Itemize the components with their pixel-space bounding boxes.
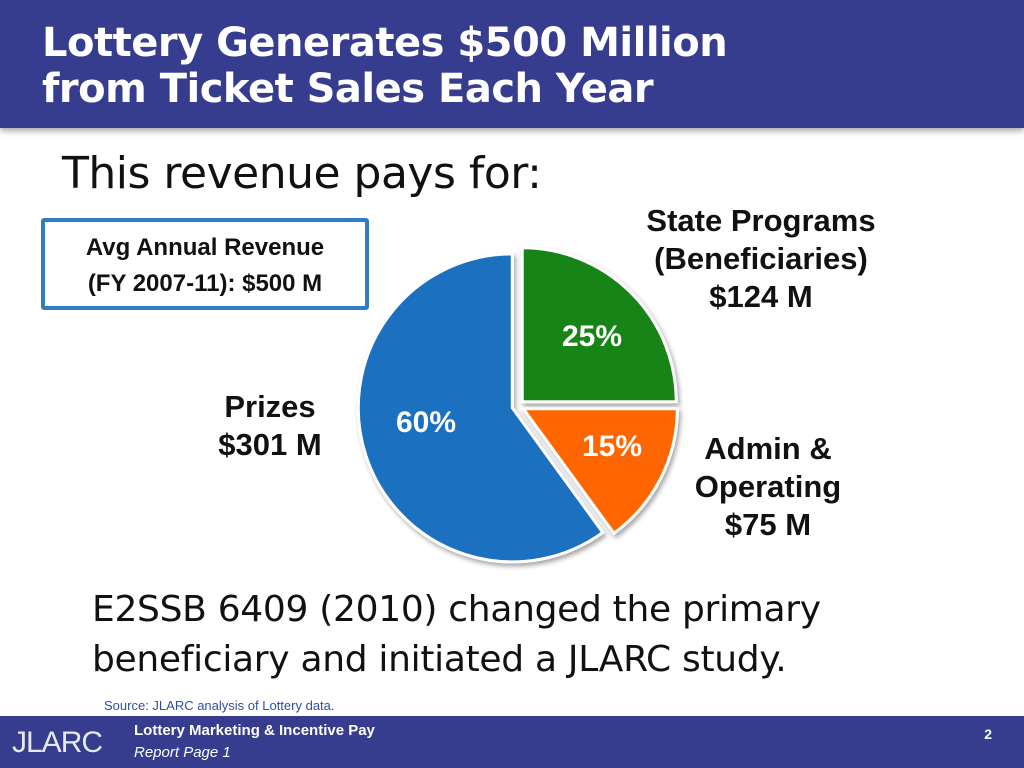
slice-label-prizes: Prizes $301 M <box>196 388 344 464</box>
page-number: 2 <box>984 726 992 742</box>
slice-percent-state-programs: 25% <box>562 320 623 353</box>
slide-title-line1: Lottery Generates $500 Million <box>42 20 728 66</box>
footer-title: Lottery Marketing & Incentive Pay <box>134 722 375 739</box>
slice-percent-prizes: 60% <box>396 406 457 439</box>
legislation-note-line1: E2SSB 6409 (2010) changed the primary <box>92 589 821 630</box>
slice-label-line: Operating <box>694 469 842 504</box>
footer-bar: JLARC Lottery Marketing & Incentive Pay … <box>0 716 1024 768</box>
jlarc-logo: JLARC <box>12 726 103 759</box>
pie-slice-admin-operating <box>520 407 679 536</box>
slide-subtitle: This revenue pays for: <box>62 148 542 199</box>
slice-label-line: Admin & <box>704 431 832 466</box>
pie-slice-prizes <box>356 252 605 564</box>
slice-label-line: (Beneficiaries) <box>654 241 868 276</box>
slice-percent-admin-operating: 15% <box>582 430 643 463</box>
title-bar: Lottery Generates $500 Million from Tick… <box>0 0 1024 128</box>
slide-title: Lottery Generates $500 Million from Tick… <box>42 20 728 112</box>
source-note: Source: JLARC analysis of Lottery data. <box>104 698 335 713</box>
revenue-box: Avg Annual Revenue (FY 2007-11): $500 M <box>41 218 369 310</box>
legislation-note-line2: beneficiary and initiated a JLARC study. <box>92 639 787 680</box>
slice-label-line: Prizes <box>224 389 316 424</box>
slice-label-admin-operating: Admin & Operating $75 M <box>680 430 856 544</box>
slice-label-state-programs: State Programs (Beneficiaries) $124 M <box>636 202 886 316</box>
footer-subtitle: Report Page 1 <box>134 744 231 761</box>
revenue-box-line2: (FY 2007-11): $500 M <box>87 270 323 297</box>
slice-label-line: State Programs <box>646 203 876 238</box>
slide-title-line2: from Ticket Sales Each Year <box>42 66 654 112</box>
slice-label-line: $124 M <box>709 279 813 314</box>
slice-label-line: $75 M <box>724 507 812 542</box>
legislation-note: E2SSB 6409 (2010) changed the primary be… <box>92 585 821 685</box>
pie-slice-state-programs <box>520 246 678 404</box>
slice-label-line: $301 M <box>218 427 322 462</box>
revenue-box-line1: Avg Annual Revenue <box>85 234 325 261</box>
